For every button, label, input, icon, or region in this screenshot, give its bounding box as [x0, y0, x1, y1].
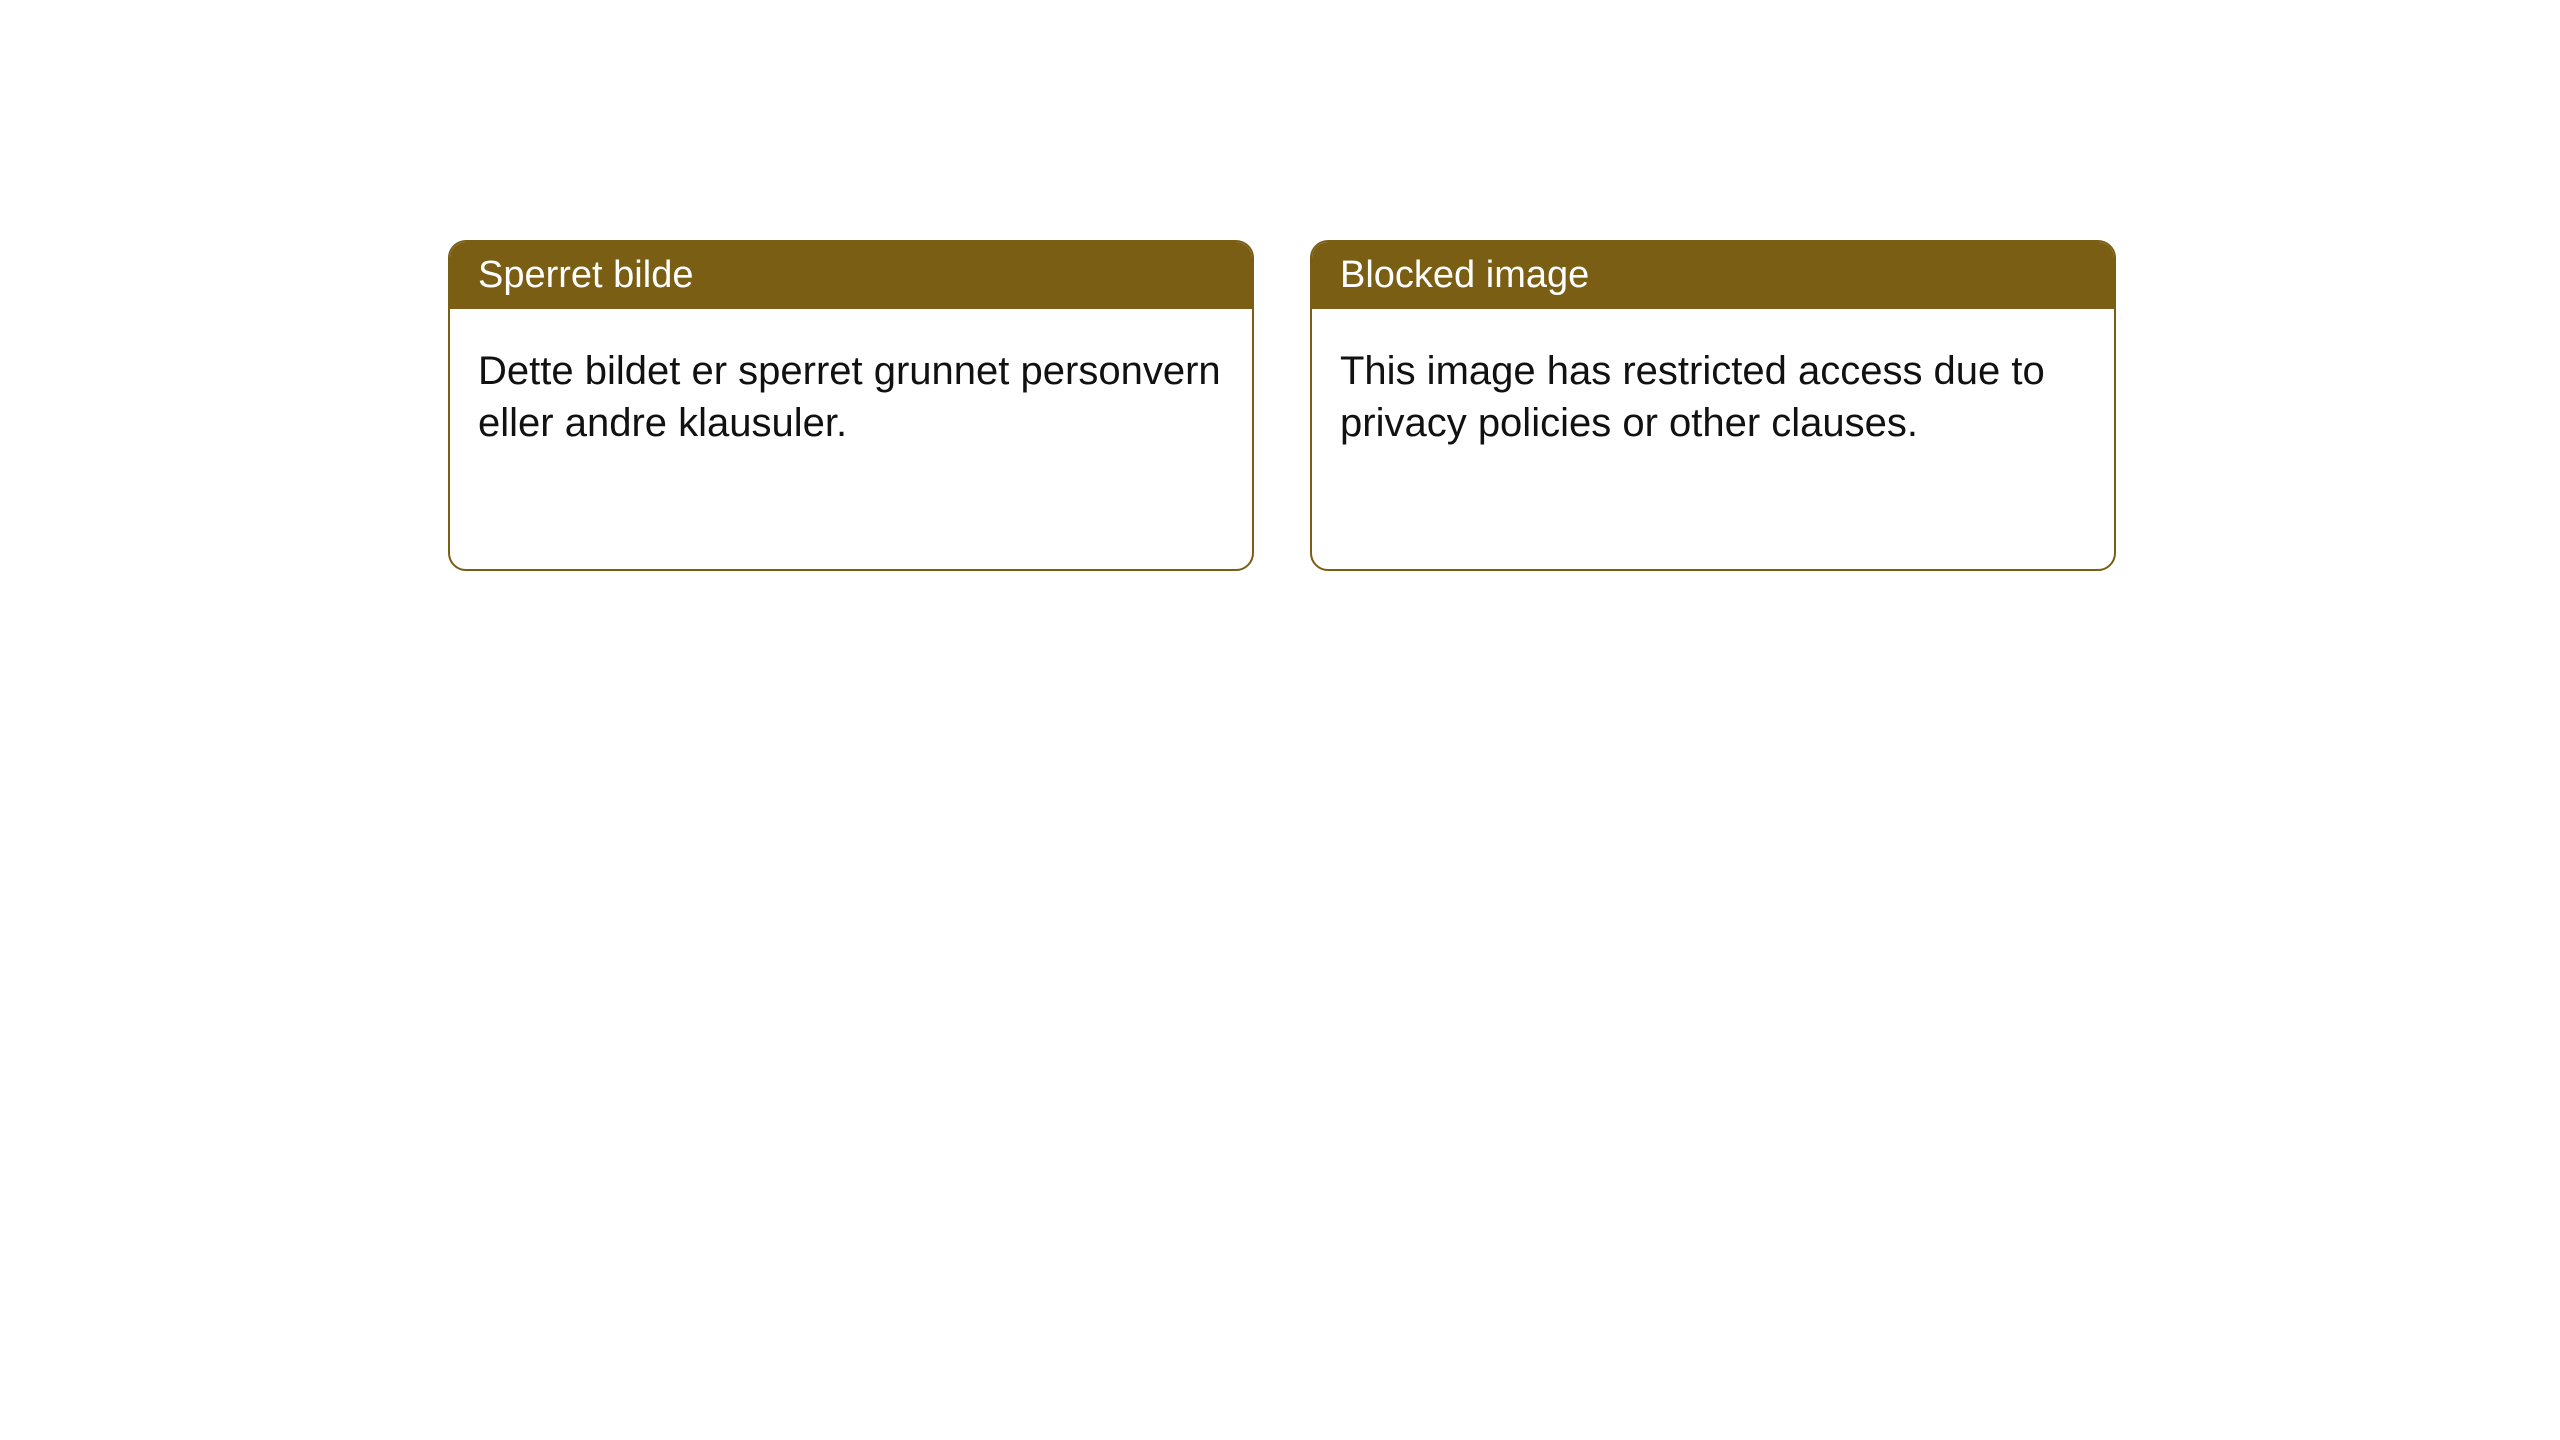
card-header: Blocked image	[1312, 242, 2114, 309]
card-title: Sperret bilde	[478, 254, 693, 296]
card-body-text: This image has restricted access due to …	[1340, 349, 2045, 445]
notice-card-english: Blocked image This image has restricted …	[1310, 240, 2116, 571]
notice-card-norwegian: Sperret bilde Dette bildet er sperret gr…	[448, 240, 1254, 571]
card-body: Dette bildet er sperret grunnet personve…	[450, 309, 1252, 569]
card-header: Sperret bilde	[450, 242, 1252, 309]
card-body: This image has restricted access due to …	[1312, 309, 2114, 569]
notice-container: Sperret bilde Dette bildet er sperret gr…	[448, 240, 2116, 571]
card-body-text: Dette bildet er sperret grunnet personve…	[478, 349, 1221, 445]
card-title: Blocked image	[1340, 254, 1589, 296]
